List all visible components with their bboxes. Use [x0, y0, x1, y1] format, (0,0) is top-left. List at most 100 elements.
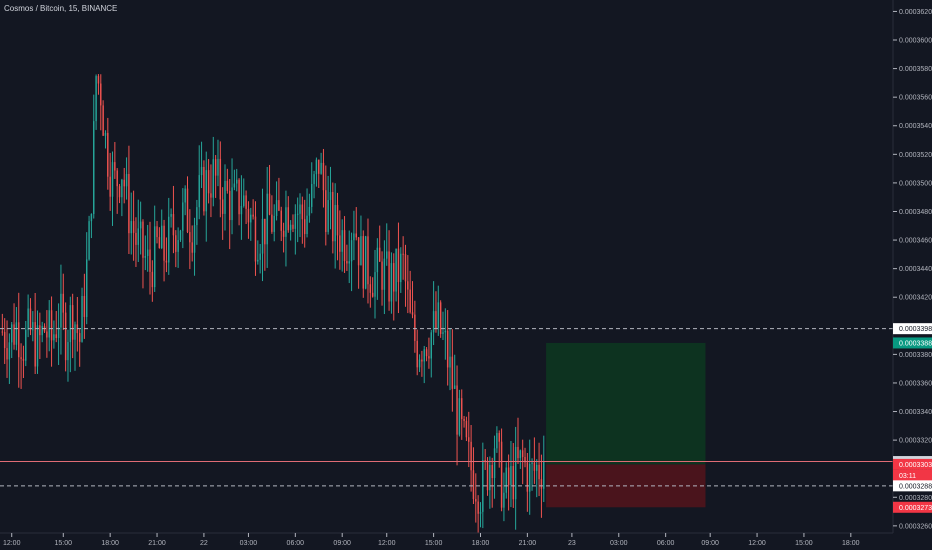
candle-body[interactable]	[465, 420, 468, 438]
candle-body[interactable]	[226, 180, 229, 191]
candle-body[interactable]	[318, 159, 320, 174]
candle-body[interactable]	[442, 332, 444, 334]
candle-body[interactable]	[146, 249, 149, 256]
candle-body[interactable]	[228, 190, 231, 221]
candle-body[interactable]	[411, 312, 414, 315]
candle-body[interactable]	[315, 159, 318, 175]
candle-body[interactable]	[453, 385, 456, 389]
candle-body[interactable]	[477, 501, 479, 514]
candle-body[interactable]	[320, 162, 322, 174]
candle-body[interactable]	[350, 240, 353, 262]
candle-body[interactable]	[36, 325, 39, 367]
candle-body[interactable]	[196, 207, 198, 226]
candle-body[interactable]	[179, 230, 182, 241]
candle-body[interactable]	[289, 224, 292, 231]
candle-body[interactable]	[533, 462, 536, 471]
candle-body[interactable]	[512, 466, 515, 500]
candle-body[interactable]	[261, 218, 264, 254]
candle-body[interactable]	[205, 170, 207, 212]
candle-body[interactable]	[369, 284, 372, 293]
candle-body[interactable]	[303, 219, 306, 235]
candle-body[interactable]	[153, 226, 156, 288]
candle-body[interactable]	[104, 132, 107, 136]
candle-body[interactable]	[484, 460, 486, 462]
candle-body[interactable]	[266, 193, 268, 245]
candle-body[interactable]	[428, 356, 430, 359]
candle-body[interactable]	[334, 204, 336, 242]
candle-body[interactable]	[456, 385, 458, 435]
candle-body[interactable]	[531, 462, 533, 464]
candle-body[interactable]	[475, 498, 477, 502]
candle-body[interactable]	[425, 349, 428, 357]
candle-body[interactable]	[355, 233, 357, 238]
candle-body[interactable]	[306, 215, 308, 235]
candle-body[interactable]	[93, 121, 95, 214]
candle-body[interactable]	[186, 188, 189, 233]
candle-body[interactable]	[402, 253, 404, 255]
candle-body[interactable]	[463, 419, 465, 421]
target-zone[interactable]	[546, 342, 706, 465]
candle-body[interactable]	[182, 202, 184, 231]
candle-body[interactable]	[437, 302, 440, 329]
candle-body[interactable]	[132, 221, 135, 233]
candle-body[interactable]	[374, 272, 376, 297]
candle-body[interactable]	[468, 437, 470, 442]
candle-body[interactable]	[275, 200, 278, 216]
candle-body[interactable]	[238, 179, 240, 215]
candle-body[interactable]	[386, 251, 388, 259]
candle-body[interactable]	[409, 289, 411, 313]
candle-body[interactable]	[247, 208, 250, 223]
candle-body[interactable]	[158, 237, 161, 249]
candle-body[interactable]	[280, 210, 282, 231]
candle-body[interactable]	[444, 330, 447, 333]
candle-body[interactable]	[313, 174, 315, 185]
candle-body[interactable]	[20, 357, 22, 359]
candle-body[interactable]	[435, 311, 437, 329]
candle-body[interactable]	[78, 333, 81, 342]
candle-body[interactable]	[97, 76, 100, 84]
candle-body[interactable]	[142, 221, 144, 258]
candle-body[interactable]	[292, 224, 294, 229]
candle-body[interactable]	[200, 166, 203, 176]
candle-body[interactable]	[130, 221, 132, 234]
candle-body[interactable]	[507, 467, 510, 486]
candle-body[interactable]	[240, 205, 243, 215]
candle-body[interactable]	[212, 159, 215, 198]
candle-body[interactable]	[210, 193, 212, 198]
candle-body[interactable]	[378, 247, 381, 262]
candle-body[interactable]	[207, 170, 210, 194]
candle-body[interactable]	[311, 184, 313, 207]
candle-body[interactable]	[254, 216, 257, 262]
candle-body[interactable]	[299, 204, 301, 214]
candle-body[interactable]	[259, 253, 261, 260]
candle-body[interactable]	[348, 261, 350, 264]
candle-body[interactable]	[360, 236, 362, 266]
candle-body[interactable]	[257, 259, 259, 262]
candle-body[interactable]	[32, 322, 34, 331]
candle-body[interactable]	[287, 207, 290, 231]
candle-body[interactable]	[388, 251, 390, 302]
candle-body[interactable]	[538, 464, 540, 480]
candle-body[interactable]	[390, 263, 393, 302]
candle-body[interactable]	[472, 470, 475, 499]
candle-body[interactable]	[175, 235, 177, 252]
candle-body[interactable]	[414, 314, 416, 341]
candle-body[interactable]	[526, 462, 529, 492]
candle-body[interactable]	[107, 132, 109, 177]
candle-body[interactable]	[362, 236, 365, 289]
candle-body[interactable]	[102, 105, 104, 136]
candle-body[interactable]	[491, 464, 493, 479]
candle-body[interactable]	[514, 446, 517, 500]
candle-body[interactable]	[41, 326, 43, 336]
candle-body[interactable]	[137, 228, 140, 245]
candle-body[interactable]	[90, 213, 93, 222]
candle-body[interactable]	[18, 322, 20, 358]
candle-body[interactable]	[144, 255, 147, 258]
candle-body[interactable]	[458, 398, 461, 435]
candle-body[interactable]	[517, 446, 519, 459]
candle-body[interactable]	[221, 199, 224, 214]
candle-body[interactable]	[88, 221, 90, 260]
candle-body[interactable]	[395, 248, 397, 292]
candle-body[interactable]	[165, 260, 168, 263]
candle-body[interactable]	[325, 190, 327, 232]
